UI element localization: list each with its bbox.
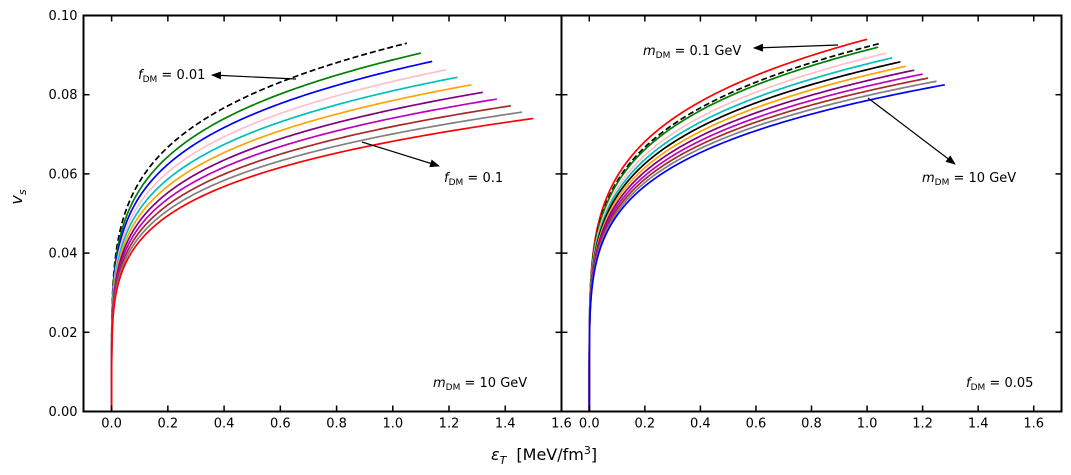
left-x-tick-label: 1.0: [382, 417, 403, 432]
left-ticks: 0.0 0.2 0.4 0.6 0.8 1.0 1.2 1.4 1.6 0.00 0.02 0.04 0…: [49, 9, 572, 432]
right-x-tick-label: 0.8: [801, 417, 822, 432]
left-bottom-annotation-arrow: [361, 141, 440, 168]
left-top-annotation: fDM = 0.01: [138, 68, 205, 85]
left-y-tick-label: 0.10: [49, 9, 78, 24]
right-top-annotation: mDM = 0.1 GeV: [643, 44, 741, 61]
left-series-line-6: [110, 91, 483, 412]
right-x-tick-label: 1.2: [912, 417, 933, 432]
right-series-line-11: [588, 83, 945, 412]
left-panel: 0.0 0.2 0.4 0.6 0.8 1.0 1.2 1.4 1.6 0.00 0.02 0.04 0…: [49, 9, 572, 432]
left-x-tick-label: 1.2: [439, 417, 460, 432]
left-x-tick-label: 0.0: [101, 417, 122, 432]
right-bottom-annotation-arrow: [867, 97, 956, 165]
left-y-tick-label: 0.02: [49, 326, 78, 341]
left-x-tick-label: 0.2: [158, 417, 179, 432]
right-top-annotation-arrow: [753, 43, 839, 52]
left-series-line-1: [110, 52, 422, 412]
right-x-tick-label: 0.2: [634, 417, 655, 432]
left-series-line-10: [110, 117, 534, 412]
left-y-tick-label: 0.04: [49, 247, 78, 262]
left-x-tick-label: 0.6: [270, 417, 291, 432]
left-y-tick-label: 0.00: [49, 405, 78, 420]
right-series-line-9: [588, 77, 929, 412]
right-series-line-10: [588, 80, 937, 412]
right-ticks: 0.0 0.2 0.4 0.6 0.8 1.0 1.2 1.4 1.6: [561, 14, 1062, 432]
left-x-tick-label: 1.4: [495, 417, 516, 432]
right-corner-label: fDM = 0.05: [966, 376, 1033, 393]
right-x-tick-label: 1.0: [857, 417, 878, 432]
right-plot-frame: [560, 14, 1063, 413]
left-series-line-3: [110, 68, 447, 412]
left-y-tick-label: 0.06: [49, 167, 78, 182]
left-bottom-annotation: fDM = 0.1: [444, 171, 503, 188]
right-x-tick-label: 0.0: [579, 417, 600, 432]
right-series-line-6: [588, 65, 907, 412]
left-series-line-5: [110, 83, 472, 412]
right-series-line-5: [588, 61, 901, 412]
left-x-tick-label: 0.8: [326, 417, 347, 432]
left-y-tick-label: 0.08: [49, 88, 78, 103]
x-axis-label: εT [MeV/fm3]: [491, 444, 597, 467]
right-series-line-1: [588, 42, 882, 412]
right-curves: [588, 38, 945, 412]
right-series-line-0: [588, 38, 868, 412]
left-x-tick-label: 0.4: [214, 417, 235, 432]
left-corner-label: mDM = 10 GeV: [433, 376, 527, 393]
right-x-tick-label: 1.6: [1023, 417, 1044, 432]
y-axis-label: vs: [7, 189, 29, 204]
left-series-line-4: [110, 76, 458, 412]
left-x-tick-label: 1.6: [551, 417, 572, 432]
right-series-line-8: [588, 73, 923, 412]
right-x-tick-label: 1.4: [968, 417, 989, 432]
right-x-tick-label: 0.4: [690, 417, 711, 432]
right-series-line-4: [588, 57, 893, 412]
right-panel: 0.0 0.2 0.4 0.6 0.8 1.0 1.2 1.4 1.6 mDM = 0.1 Ge…: [560, 14, 1063, 432]
right-series-line-7: [588, 69, 915, 412]
right-x-tick-label: 0.6: [746, 417, 767, 432]
left-series-line-2: [110, 60, 433, 412]
left-top-annotation-arrow: [211, 71, 297, 80]
right-bottom-annotation: mDM = 10 GeV: [922, 171, 1016, 188]
left-curves: [110, 42, 534, 412]
